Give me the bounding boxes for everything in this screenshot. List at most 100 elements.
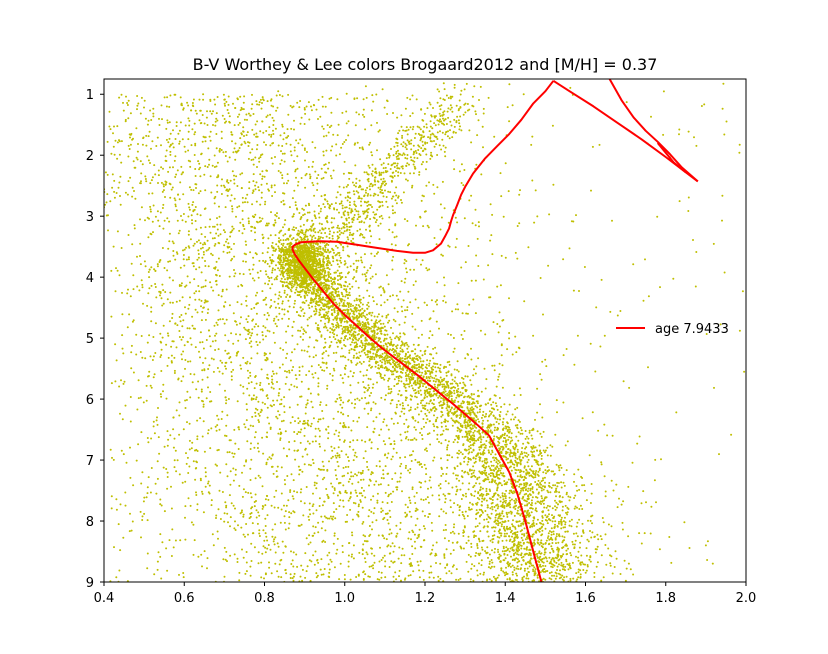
scatter-point xyxy=(415,364,418,367)
scatter-point xyxy=(543,476,546,479)
scatter-point xyxy=(302,255,305,258)
scatter-point xyxy=(381,315,384,318)
scatter-point xyxy=(481,473,484,475)
scatter-point xyxy=(412,376,415,379)
scatter-point xyxy=(469,426,472,429)
scatter-point xyxy=(390,148,392,150)
scatter-point xyxy=(547,509,550,512)
scatter-point xyxy=(332,260,335,263)
scatter-point xyxy=(514,468,517,471)
scatter-point xyxy=(496,487,499,490)
scatter-point xyxy=(530,475,533,477)
scatter-point xyxy=(348,333,351,336)
scatter-point xyxy=(406,383,409,386)
scatter-point xyxy=(325,256,328,259)
scatter-point xyxy=(319,301,322,304)
scatter-point xyxy=(551,514,553,517)
scatter-point xyxy=(499,464,502,467)
scatter-point xyxy=(469,396,472,399)
scatter-point xyxy=(526,441,529,444)
scatter-point xyxy=(499,418,501,421)
scatter-point xyxy=(516,448,519,451)
scatter-point xyxy=(537,491,540,494)
scatter-point xyxy=(581,522,584,525)
scatter-point xyxy=(513,499,516,502)
scatter-point xyxy=(557,572,560,575)
scatter-point xyxy=(546,519,548,522)
scatter-point xyxy=(521,447,524,449)
scatter-point xyxy=(540,495,543,498)
scatter-point xyxy=(462,529,465,532)
scatter-point xyxy=(276,275,279,278)
scatter-point xyxy=(358,351,361,354)
scatter-point xyxy=(576,521,579,524)
scatter-point xyxy=(338,304,341,307)
scatter-point xyxy=(459,415,462,418)
scatter-point xyxy=(518,478,521,481)
scatter-point xyxy=(446,448,449,451)
scatter-point xyxy=(441,385,444,388)
scatter-point xyxy=(565,511,567,514)
scatter-point xyxy=(346,325,349,328)
scatter-point xyxy=(326,267,329,270)
scatter-point xyxy=(381,201,384,203)
scatter-point xyxy=(424,412,427,415)
scatter-point xyxy=(478,562,480,565)
scatter-point xyxy=(439,400,442,403)
scatter-point xyxy=(522,495,525,498)
scatter-point xyxy=(438,144,441,147)
scatter-point xyxy=(573,480,575,483)
scatter-point xyxy=(416,370,419,373)
scatter-point xyxy=(466,439,469,442)
scatter-point xyxy=(564,504,567,507)
scatter-point xyxy=(365,331,368,334)
scatter-point xyxy=(578,488,581,491)
scatter-point xyxy=(450,407,453,409)
scatter-point xyxy=(314,231,317,234)
scatter-point xyxy=(489,539,492,542)
scatter-point xyxy=(309,234,312,237)
scatter-point xyxy=(502,498,505,501)
scatter-point xyxy=(496,498,499,501)
scatter-point xyxy=(513,514,516,517)
scatter-point xyxy=(586,564,589,566)
scatter-point xyxy=(418,153,421,155)
scatter-point xyxy=(371,325,374,328)
scatter-point xyxy=(315,303,318,306)
scatter-point xyxy=(323,274,326,277)
scatter-point xyxy=(279,239,282,242)
scatter-point xyxy=(392,361,394,364)
scatter-point xyxy=(349,308,352,311)
scatter-point xyxy=(328,268,331,271)
scatter-point xyxy=(508,578,511,581)
scatter-point xyxy=(341,304,344,307)
scatter-point xyxy=(574,539,577,542)
scatter-point xyxy=(345,290,348,293)
scatter-point xyxy=(453,523,456,526)
scatter-point xyxy=(341,293,344,296)
scatter-point xyxy=(314,267,317,270)
scatter-point xyxy=(514,442,517,445)
scatter-point xyxy=(392,373,395,376)
scatter-point xyxy=(298,212,301,214)
scatter-point xyxy=(303,296,306,299)
scatter-point xyxy=(534,509,537,512)
scatter-point xyxy=(328,237,331,239)
scatter-point xyxy=(521,452,524,455)
scatter-point xyxy=(502,501,504,504)
scatter-point xyxy=(442,144,445,147)
scatter-point xyxy=(311,252,314,255)
scatter-point xyxy=(296,233,299,236)
scatter-point xyxy=(373,322,376,325)
scatter-point xyxy=(513,452,516,455)
scatter-point xyxy=(363,310,366,312)
scatter-point xyxy=(492,438,495,440)
scatter-point xyxy=(544,481,546,484)
scatter-point xyxy=(589,560,592,563)
scatter-point xyxy=(481,460,484,463)
scatter-point xyxy=(538,550,541,553)
scatter-point xyxy=(542,477,544,480)
scatter-point xyxy=(314,283,316,286)
scatter-point xyxy=(451,412,453,414)
scatter-point xyxy=(456,384,459,387)
